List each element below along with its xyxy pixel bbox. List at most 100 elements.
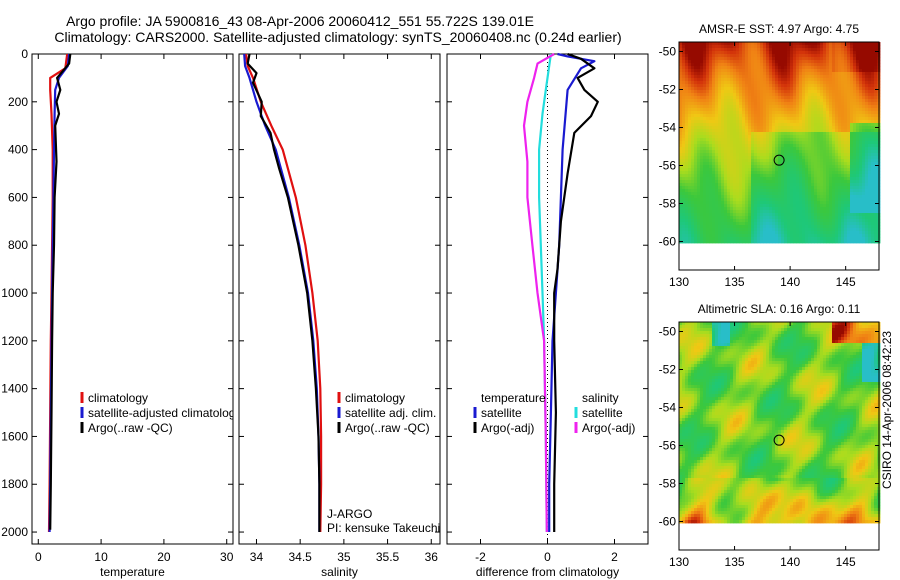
- heatmap-cell: [766, 66, 770, 70]
- heatmap-cell: [805, 69, 809, 73]
- heatmap-cell: [766, 126, 770, 130]
- heatmap-cell: [844, 99, 848, 103]
- heatmap-cell: [820, 219, 824, 223]
- heatmap-cell: [847, 219, 851, 223]
- heatmap-cell: [820, 42, 824, 46]
- heatmap-cell: [793, 328, 797, 332]
- heatmap-cell: [706, 108, 710, 112]
- heatmap-cell: [739, 237, 743, 241]
- heatmap-cell: [727, 141, 731, 145]
- heatmap-cell: [841, 153, 845, 157]
- heatmap-cell: [709, 117, 713, 121]
- heatmap-cell: [838, 54, 842, 58]
- heatmap-cell: [781, 108, 785, 112]
- heatmap-cell: [766, 42, 770, 46]
- heatmap-cell: [802, 231, 806, 235]
- heatmap-cell: [760, 222, 764, 226]
- heatmap-cell: [748, 240, 752, 244]
- heatmap-cell: [784, 108, 788, 112]
- heatmap-cell: [847, 114, 851, 118]
- heatmap-cell: [784, 322, 788, 326]
- heatmap-cell: [718, 213, 722, 217]
- heatmap-cell: [727, 75, 731, 79]
- heatmap-cell: [733, 78, 737, 82]
- heatmap-cell: [697, 141, 701, 145]
- heatmap-cell: [679, 96, 683, 100]
- heatmap-cell: [691, 165, 695, 169]
- heatmap-cell: [757, 66, 761, 70]
- heatmap-cell: [709, 153, 713, 157]
- heatmap-cell: [865, 201, 869, 205]
- heatmap-cell: [712, 144, 716, 148]
- heatmap-cell: [787, 328, 791, 332]
- heatmap-cell: [823, 51, 827, 55]
- heatmap-cell: [802, 90, 806, 94]
- heatmap-cell: [757, 168, 761, 172]
- heatmap-cell: [829, 120, 833, 124]
- heatmap-cell: [847, 195, 851, 199]
- heatmap-cell: [865, 207, 869, 211]
- heatmap-cell: [769, 162, 773, 166]
- heatmap-cell: [820, 216, 824, 220]
- heatmap-cell: [805, 105, 809, 109]
- heatmap-cell: [727, 322, 731, 326]
- heatmap-cell: [718, 120, 722, 124]
- heatmap-cell: [736, 96, 740, 100]
- heatmap-cell: [841, 168, 845, 172]
- heatmap-cell: [775, 228, 779, 232]
- heatmap-cell: [817, 195, 821, 199]
- heatmap-cell: [778, 144, 782, 148]
- heatmap-cell: [700, 159, 704, 163]
- heatmap-cell: [757, 144, 761, 148]
- heatmap-cell: [751, 135, 755, 139]
- heatmap-cell: [748, 165, 752, 169]
- heatmap-cell: [766, 123, 770, 127]
- salinity-plot-area: [238, 53, 441, 545]
- heatmap-cell: [856, 81, 860, 85]
- heatmap-cell: [700, 186, 704, 190]
- heatmap-cell: [787, 213, 791, 217]
- heatmap-cell: [796, 120, 800, 124]
- heatmap-cell: [826, 138, 830, 142]
- heatmap-cell: [760, 69, 764, 73]
- heatmap-cell: [790, 201, 794, 205]
- heatmap-cell: [826, 198, 830, 202]
- heatmap-cell: [871, 240, 875, 244]
- heatmap-cell: [724, 189, 728, 193]
- heatmap-cell: [760, 225, 764, 229]
- heatmap-cell: [685, 60, 689, 64]
- heatmap-cell: [829, 84, 833, 88]
- heatmap-cell: [709, 72, 713, 76]
- heatmap-cell: [742, 69, 746, 73]
- heatmap-cell: [772, 99, 776, 103]
- heatmap-cell: [841, 51, 845, 55]
- heatmap-cell: [751, 231, 755, 235]
- heatmap-cell: [748, 156, 752, 160]
- heatmap-cell: [727, 81, 731, 85]
- heatmap-cell: [724, 99, 728, 103]
- heatmap-cell: [796, 183, 800, 187]
- heatmap-cell: [769, 225, 773, 229]
- heatmap-cell: [721, 159, 725, 163]
- heatmap-cell: [688, 138, 692, 142]
- heatmap-cell: [697, 63, 701, 67]
- heatmap-cell: [766, 108, 770, 112]
- heatmap-cell: [694, 219, 698, 223]
- heatmap-cell: [742, 234, 746, 238]
- heatmap-cell: [841, 132, 845, 136]
- heatmap-cell: [721, 198, 725, 202]
- heatmap-cell: [874, 159, 878, 163]
- heatmap-cell: [829, 75, 833, 79]
- heatmap-cell: [694, 213, 698, 217]
- heatmap-cell: [784, 111, 788, 115]
- heatmap-cell: [847, 120, 851, 124]
- heatmap-cell: [790, 222, 794, 226]
- heatmap-cell: [787, 126, 791, 130]
- heatmap-cell: [685, 138, 689, 142]
- heatmap-cell: [841, 75, 845, 79]
- heatmap-cell: [682, 66, 686, 70]
- heatmap-cell: [745, 123, 749, 127]
- heatmap-cell: [691, 192, 695, 196]
- heatmap-cell: [679, 135, 683, 139]
- heatmap-cell: [844, 57, 848, 61]
